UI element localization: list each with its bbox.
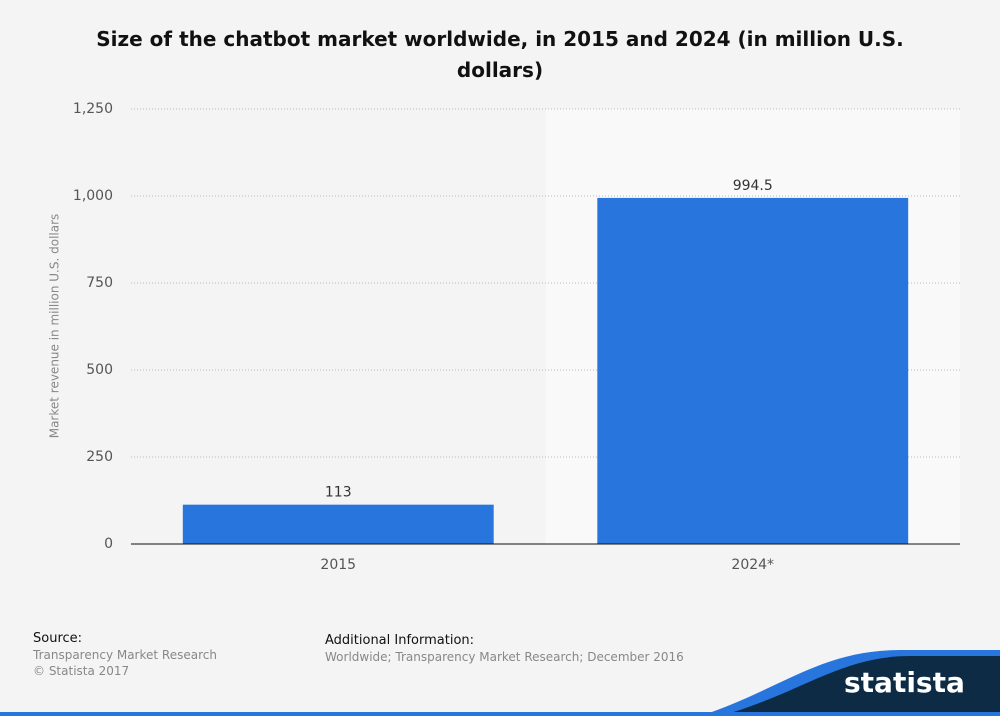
bar <box>597 197 909 544</box>
logo: statista <box>844 666 965 699</box>
y-tick-label: 250 <box>86 449 113 465</box>
y-tick-label: 1,000 <box>73 188 113 204</box>
y-tick-label: 500 <box>86 362 113 378</box>
copyright: © Statista 2017 <box>33 664 130 678</box>
bar <box>182 504 494 544</box>
logo-wave-dark <box>720 656 1000 716</box>
info-block: Additional Information: Worldwide; Trans… <box>325 633 684 665</box>
value-label: 113 <box>325 485 352 501</box>
y-axis-label: Market revenue in million U.S. dollars <box>48 214 62 439</box>
info-heading: Additional Information: <box>325 633 475 648</box>
info: Worldwide; Transparency Market Research;… <box>325 650 684 664</box>
y-tick-label: 750 <box>86 275 113 291</box>
source-block: Source: Transparency Market Research © S… <box>33 631 217 679</box>
value-label: 994.5 <box>733 178 773 194</box>
chart-title: Size of the chatbot market worldwide, in… <box>96 27 904 82</box>
y-tick-label: 1,250 <box>73 101 113 117</box>
x-tick-label: 2015 <box>320 557 356 573</box>
source-heading: Source: <box>33 631 83 646</box>
source: Transparency Market Research <box>33 648 217 662</box>
x-tick-label: 2024* <box>731 557 774 573</box>
y-tick-label: 0 <box>104 536 113 552</box>
footer-stripe <box>0 712 1000 716</box>
